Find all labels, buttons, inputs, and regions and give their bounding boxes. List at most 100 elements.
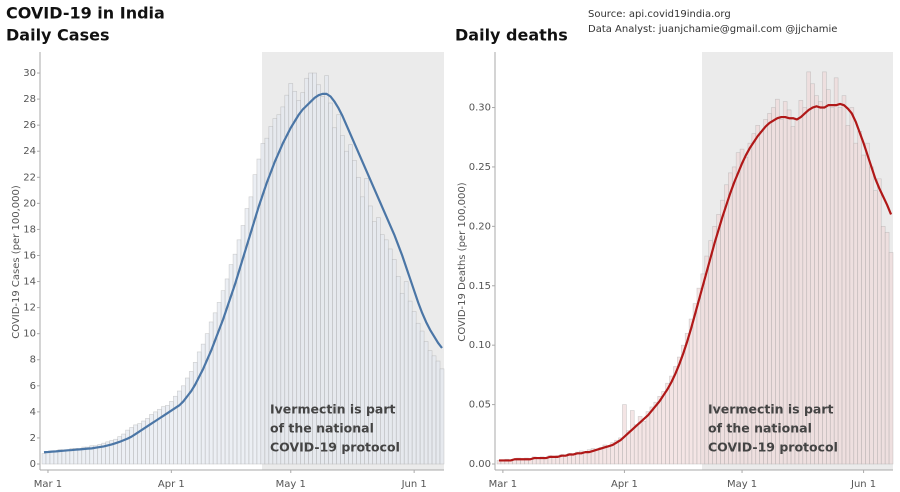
bar — [606, 445, 612, 465]
bar — [661, 391, 666, 465]
bar — [641, 420, 647, 465]
bar — [700, 273, 706, 465]
bar — [125, 429, 130, 465]
annotation: of the national — [270, 421, 374, 436]
bar — [857, 130, 862, 465]
annotation: Ivermectin is part — [708, 402, 833, 417]
bar — [352, 160, 357, 465]
bar — [673, 366, 678, 465]
x-tick-label: Jun 1 — [850, 479, 876, 490]
bar — [669, 375, 674, 465]
bar — [665, 382, 670, 465]
bar — [688, 318, 694, 465]
y-tick-label: 28 — [23, 94, 36, 105]
bar — [364, 178, 369, 465]
x-tick-label: Jun 1 — [401, 479, 427, 490]
y-tick-label: 22 — [23, 172, 36, 183]
bar — [696, 287, 702, 465]
bar — [121, 433, 126, 465]
bar — [423, 341, 429, 465]
bar — [157, 408, 162, 465]
bar — [837, 107, 843, 465]
bar — [833, 77, 839, 465]
bar — [200, 343, 206, 465]
y-tick-label: 8 — [30, 355, 36, 366]
bar — [637, 416, 643, 465]
bar — [680, 344, 686, 465]
bar — [657, 395, 662, 465]
bar — [747, 142, 753, 465]
y-tick-label: 18 — [23, 224, 36, 235]
analyst: Data Analyst: juanjchamie@gmail.com @jjc… — [588, 24, 837, 35]
bar — [849, 107, 855, 465]
y-tick-label: 20 — [23, 198, 36, 209]
bar — [376, 217, 381, 465]
bar — [41, 453, 47, 465]
bar — [184, 377, 190, 465]
bar — [845, 125, 851, 465]
y-axis-label: COVID-19 Cases (per 100,000) — [11, 185, 22, 339]
x-tick-label: Mar 1 — [34, 479, 62, 490]
bar — [77, 448, 83, 465]
bar — [645, 411, 651, 465]
bar — [677, 356, 682, 465]
source: Source: api.covid19india.org — [588, 9, 731, 20]
bar — [173, 395, 178, 465]
annotation: COVID-19 protocol — [270, 440, 400, 455]
bar — [192, 362, 198, 465]
bar — [53, 450, 59, 465]
y-tick-label: 10 — [23, 329, 36, 340]
bar — [181, 385, 186, 465]
y-tick-label: 12 — [23, 303, 36, 314]
bar — [582, 451, 588, 465]
bar — [594, 449, 600, 465]
y-tick-label: 0.05 — [469, 400, 491, 411]
bar — [407, 300, 413, 465]
y-tick-label: 0.10 — [469, 340, 491, 351]
y-tick-label: 30 — [23, 68, 36, 79]
bar — [435, 360, 441, 465]
chart-title: Daily Cases — [6, 26, 109, 45]
bar — [790, 126, 796, 465]
bar — [865, 142, 870, 465]
bar — [547, 455, 553, 465]
y-tick-label: 0.25 — [469, 162, 491, 173]
annotation: COVID-19 protocol — [708, 440, 838, 455]
bar — [649, 406, 655, 465]
x-tick-label: Mar 1 — [489, 479, 517, 490]
bar — [419, 330, 425, 465]
bar — [516, 457, 521, 465]
bar — [861, 154, 866, 465]
bar — [653, 401, 659, 465]
bar — [133, 424, 138, 465]
bar — [439, 368, 445, 465]
x-tick-label: May 1 — [727, 479, 757, 490]
bar — [633, 424, 639, 465]
bar — [391, 259, 397, 465]
bar — [380, 234, 385, 465]
bar — [89, 445, 95, 465]
bar — [626, 430, 631, 465]
y-tick-label: 0 — [30, 459, 36, 470]
annotation: Ivermectin is part — [270, 402, 395, 417]
y-axis-label: COVID-19 Deaths (per 100,000) — [457, 182, 468, 341]
bar — [399, 292, 405, 465]
bar — [141, 420, 146, 465]
bar — [204, 333, 210, 465]
bar — [177, 390, 182, 465]
y-tick-label: 0.15 — [469, 281, 491, 292]
bar — [743, 157, 749, 465]
bar — [775, 98, 780, 465]
bar — [129, 427, 134, 465]
y-tick-label: 14 — [23, 277, 36, 288]
bar — [415, 322, 421, 465]
y-tick-label: 24 — [23, 146, 36, 157]
bar — [630, 410, 635, 465]
bar — [105, 441, 110, 465]
y-tick-label: 0.30 — [469, 103, 491, 114]
bar — [49, 450, 55, 465]
y-tick-label: 6 — [30, 381, 36, 392]
bar — [610, 442, 615, 465]
